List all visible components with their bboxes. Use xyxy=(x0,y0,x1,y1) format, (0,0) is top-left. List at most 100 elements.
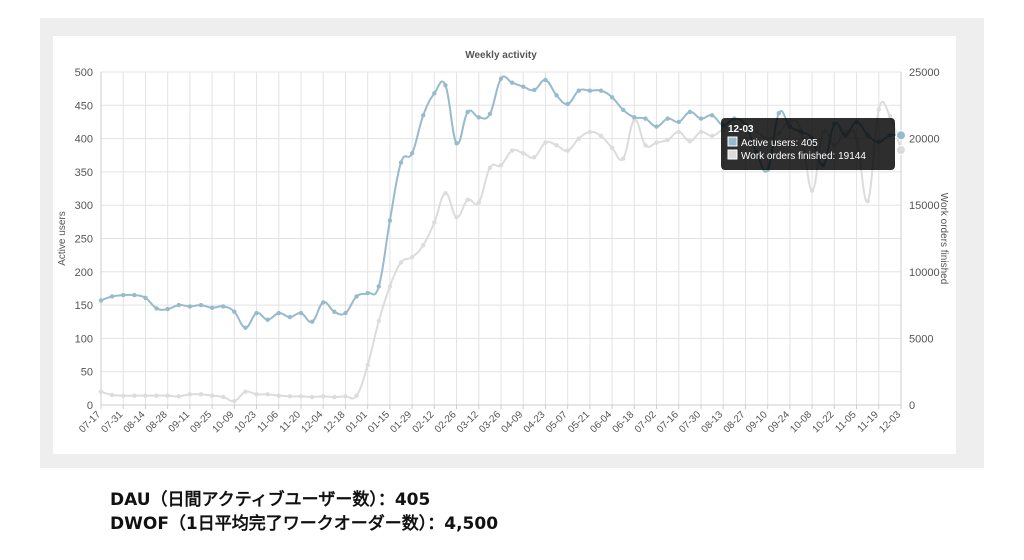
data-point-active-users xyxy=(598,88,604,93)
data-point-active-users xyxy=(476,115,481,120)
data-point-work-orders xyxy=(443,191,448,196)
data-point-active-users xyxy=(587,88,593,93)
y-tick-label-left: 300 xyxy=(75,200,93,212)
data-point-work-orders xyxy=(698,129,704,135)
data-point-active-users xyxy=(265,317,270,322)
data-point-work-orders xyxy=(609,145,615,151)
y-tick-label-right: 25000 xyxy=(909,67,940,79)
data-point-work-orders xyxy=(543,140,548,145)
data-point-work-orders xyxy=(565,148,570,153)
x-tick-label: 02-26 xyxy=(433,409,459,435)
data-point-active-users xyxy=(309,319,315,324)
data-point-active-users xyxy=(896,130,906,141)
data-point-active-users xyxy=(243,325,248,330)
data-point-active-users xyxy=(443,83,448,88)
y-tick-label-left: 150 xyxy=(75,300,93,312)
data-point-active-users xyxy=(165,306,170,312)
data-point-work-orders xyxy=(165,393,170,398)
x-tick-label: 09-10 xyxy=(744,409,770,435)
data-point-work-orders xyxy=(176,394,181,399)
data-point-active-users xyxy=(154,306,159,311)
y-tick-label-left: 0 xyxy=(87,400,93,412)
data-point-work-orders xyxy=(287,394,293,399)
data-point-active-users xyxy=(132,292,137,298)
data-point-active-users xyxy=(321,300,326,305)
data-point-work-orders xyxy=(465,197,470,203)
data-point-active-users xyxy=(487,111,493,117)
data-point-active-users xyxy=(554,93,559,98)
x-tick-label: 10-08 xyxy=(788,409,814,435)
x-tick-label: 11-20 xyxy=(278,409,304,435)
data-point-work-orders xyxy=(309,394,315,400)
data-point-active-users xyxy=(432,91,437,96)
data-point-work-orders xyxy=(665,137,670,143)
data-point-work-orders xyxy=(209,393,215,398)
data-point-active-users xyxy=(365,290,370,296)
data-point-active-users xyxy=(398,160,404,165)
caption: DAU（日間アクティブユーザー数）：405 DWOF（1日平均完了ワークオーダー… xyxy=(110,488,498,536)
data-point-active-users xyxy=(498,76,504,81)
x-tick-label: 10-22 xyxy=(811,409,837,435)
x-tick-label: 04-23 xyxy=(522,409,548,435)
x-tick-label: 12-04 xyxy=(299,409,325,435)
data-point-active-users xyxy=(198,302,204,308)
x-tick-label: 11-05 xyxy=(833,409,859,435)
y-tick-label-left: 500 xyxy=(75,67,93,79)
data-point-active-users xyxy=(609,95,615,100)
data-point-active-users xyxy=(454,141,459,146)
data-point-work-orders xyxy=(709,133,715,139)
x-tick-label: 10-23 xyxy=(233,409,259,435)
data-point-active-users xyxy=(676,119,681,125)
data-point-work-orders xyxy=(109,392,115,398)
x-tick-label: 06-04 xyxy=(588,409,614,435)
y-tick-label-left: 100 xyxy=(75,333,93,345)
data-point-work-orders xyxy=(421,242,426,248)
data-point-active-users xyxy=(532,87,537,93)
tooltip-swatch xyxy=(727,149,738,160)
data-point-work-orders xyxy=(643,143,648,148)
y-tick-label-right: 0 xyxy=(909,400,915,412)
x-tick-label: 08-14 xyxy=(122,409,148,435)
data-point-work-orders xyxy=(876,107,881,112)
data-point-work-orders xyxy=(398,260,404,265)
x-tick-label: 03-12 xyxy=(455,409,481,435)
data-point-work-orders xyxy=(554,143,559,148)
x-tick-label: 11-19 xyxy=(856,409,882,435)
data-point-work-orders xyxy=(98,389,104,394)
y-tick-label-right: 5000 xyxy=(909,333,933,345)
data-point-active-users xyxy=(209,305,215,310)
x-tick-label: 06-18 xyxy=(611,409,637,435)
data-point-active-users xyxy=(376,284,381,289)
x-tick-label: 07-17 xyxy=(77,409,103,435)
data-point-work-orders xyxy=(654,140,659,145)
y-tick-label-left: 200 xyxy=(75,267,93,279)
y-axis-title-right: Work orders finished xyxy=(938,193,949,285)
x-tick-label: 07-30 xyxy=(677,409,703,435)
chart-card: 0 50 100 150 200 250 300 350 400 450 500 0 5000 10000… xyxy=(53,36,956,454)
chart-title: Weekly activity xyxy=(465,50,537,61)
data-point-work-orders xyxy=(265,392,270,397)
data-point-active-users xyxy=(176,302,181,308)
data-point-active-users xyxy=(698,116,704,121)
x-tick-label: 01-29 xyxy=(388,409,414,435)
x-tick-label: 04-09 xyxy=(499,409,525,435)
data-point-active-users xyxy=(298,310,304,316)
data-point-work-orders xyxy=(354,393,359,398)
x-tick-label: 01-15 xyxy=(366,409,392,435)
x-tick-label: 05-07 xyxy=(544,409,570,435)
data-point-work-orders xyxy=(376,318,381,324)
tooltip-line: Active users: 405 xyxy=(741,138,818,149)
y-tick-label-left: 250 xyxy=(75,234,93,246)
data-point-work-orders xyxy=(298,394,304,399)
data-point-work-orders xyxy=(221,394,226,400)
data-point-active-users xyxy=(565,101,570,107)
data-point-active-users xyxy=(632,115,637,120)
data-point-active-users xyxy=(354,294,359,299)
data-point-work-orders xyxy=(676,129,681,135)
data-point-active-users xyxy=(221,304,226,309)
y-tick-label-right: 20000 xyxy=(909,134,940,146)
x-tick-label: 09-25 xyxy=(188,409,214,435)
data-point-active-users xyxy=(332,309,337,314)
data-point-work-orders xyxy=(887,113,893,119)
data-point-active-users xyxy=(232,309,237,314)
